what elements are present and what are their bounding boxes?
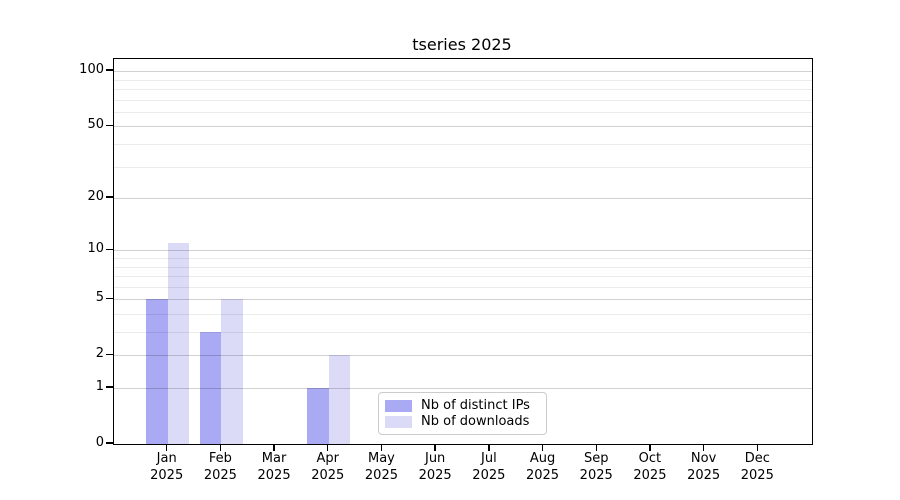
- x-axis-tick-label: Jan 2025: [135, 451, 199, 484]
- x-axis-tick-label: Nov 2025: [672, 451, 736, 484]
- x-axis-tick-label: Aug 2025: [511, 451, 575, 484]
- gridline-major-50: [114, 126, 812, 128]
- legend: Nb of distinct IPs Nb of downloads: [378, 392, 547, 435]
- gridline-major-100: [114, 71, 812, 73]
- x-tick-mark-may: [380, 444, 383, 451]
- legend-entry-series1: Nb of downloads: [385, 414, 537, 429]
- gridline-minor-7: [114, 276, 812, 278]
- x-axis-tick-label: May 2025: [349, 451, 413, 484]
- x-tick-mark-sep: [595, 444, 597, 451]
- legend-swatch-series0: [385, 399, 412, 412]
- x-axis-tick-label: Apr 2025: [296, 451, 360, 484]
- bar-feb-series1: [221, 299, 243, 444]
- x-tick-year: 2025: [687, 467, 721, 483]
- bar-apr-series0: [307, 388, 329, 444]
- legend-label-series0: Nb of distinct IPs: [421, 398, 530, 413]
- gridline-minor-3: [114, 332, 812, 333]
- x-tick-mark-dec: [756, 444, 758, 451]
- y-tick-mark-10: [106, 248, 113, 250]
- gridline-minor-4: [114, 313, 812, 315]
- y-axis-tick-label: 5: [95, 290, 104, 306]
- legend-label-series1: Nb of downloads: [421, 414, 530, 429]
- x-tick-month: Sep: [583, 451, 609, 466]
- y-axis-tick-label: 1: [95, 379, 104, 394]
- x-tick-year: 2025: [633, 467, 667, 483]
- gridline-major-10: [114, 250, 812, 252]
- x-tick-month: Nov: [690, 451, 717, 466]
- x-tick-year: 2025: [579, 467, 613, 483]
- x-tick-mark-oct: [649, 444, 651, 451]
- y-tick-mark-5: [106, 297, 113, 299]
- y-tick-mark-100: [106, 69, 113, 71]
- x-tick-mark-aug: [541, 444, 544, 451]
- gridline-minor-40: [114, 144, 812, 146]
- y-tick-mark-0: [106, 442, 113, 444]
- legend-swatch-series1: [385, 415, 412, 428]
- gridline-minor-80: [114, 89, 812, 91]
- gridline-major-1: [114, 388, 812, 389]
- plot-area: [113, 58, 813, 445]
- x-tick-year: 2025: [525, 467, 560, 483]
- gridline-minor-90: [114, 79, 812, 81]
- gridline-minor-6: [114, 286, 812, 288]
- y-tick-mark-20: [106, 196, 113, 198]
- gridline-minor-30: [114, 166, 812, 168]
- gridline-minor-60: [114, 111, 812, 113]
- x-tick-mark-mar: [273, 444, 275, 451]
- x-tick-mark-jan: [165, 444, 168, 451]
- gridline-major-2: [114, 355, 812, 357]
- x-tick-year: 2025: [203, 467, 237, 483]
- y-axis-tick-label: 2: [95, 346, 104, 362]
- gridline-minor-8: [114, 266, 812, 268]
- x-tick-mark-jul: [488, 444, 490, 451]
- x-tick-month: Aug: [529, 451, 556, 466]
- legend-entry-series0: Nb of distinct IPs: [385, 398, 537, 413]
- x-tick-mark-jun: [434, 444, 436, 451]
- x-tick-month: Dec: [744, 451, 770, 466]
- x-tick-month: Mar: [261, 451, 287, 466]
- x-axis-tick-label: Jul 2025: [457, 451, 521, 484]
- gridline-major-20: [114, 198, 812, 200]
- chart-title: tseries 2025: [412, 35, 512, 54]
- x-tick-year: 2025: [740, 467, 774, 483]
- y-axis-tick-label: 50: [87, 117, 104, 133]
- x-tick-mark-apr: [327, 444, 329, 451]
- bar-feb-series0: [199, 332, 222, 444]
- y-tick-mark-1: [106, 386, 113, 388]
- x-tick-year: 2025: [418, 467, 452, 483]
- x-axis-tick-label: Mar 2025: [242, 451, 306, 484]
- x-axis-tick-label: Dec 2025: [725, 451, 789, 484]
- x-tick-month: Apr: [316, 451, 340, 466]
- y-tick-mark-50: [106, 124, 113, 127]
- x-tick-year: 2025: [364, 467, 398, 483]
- y-axis-tick-label: 100: [79, 62, 104, 78]
- x-tick-month: May: [368, 451, 395, 466]
- x-tick-month: Jun: [424, 451, 446, 466]
- x-tick-year: 2025: [257, 467, 291, 483]
- x-tick-month: Jan: [156, 451, 177, 466]
- y-axis-tick-label: 0: [95, 435, 104, 450]
- x-tick-month: Oct: [638, 451, 662, 466]
- gridline-major-5: [114, 299, 812, 301]
- y-axis-tick-label: 20: [87, 189, 104, 205]
- x-tick-month: Feb: [208, 451, 232, 466]
- bar-jan-series0: [146, 299, 168, 444]
- bar-jan-series1: [167, 243, 190, 444]
- y-axis-tick-label: 10: [87, 241, 104, 257]
- x-axis-tick-label: Sep 2025: [564, 451, 628, 484]
- x-tick-year: 2025: [472, 467, 506, 483]
- bar-apr-series1: [328, 355, 351, 444]
- x-axis-tick-label: Oct 2025: [618, 451, 682, 484]
- gridline-minor-70: [114, 99, 812, 101]
- y-tick-mark-2: [106, 353, 113, 355]
- x-axis-tick-label: Feb 2025: [188, 451, 252, 484]
- x-tick-year: 2025: [150, 467, 184, 483]
- x-tick-mark-feb: [219, 444, 222, 451]
- x-tick-mark-nov: [702, 444, 705, 451]
- gridline-minor-9: [114, 257, 812, 259]
- x-tick-year: 2025: [311, 467, 345, 483]
- x-axis-tick-label: Jun 2025: [403, 451, 467, 484]
- x-tick-month: Jul: [481, 451, 497, 466]
